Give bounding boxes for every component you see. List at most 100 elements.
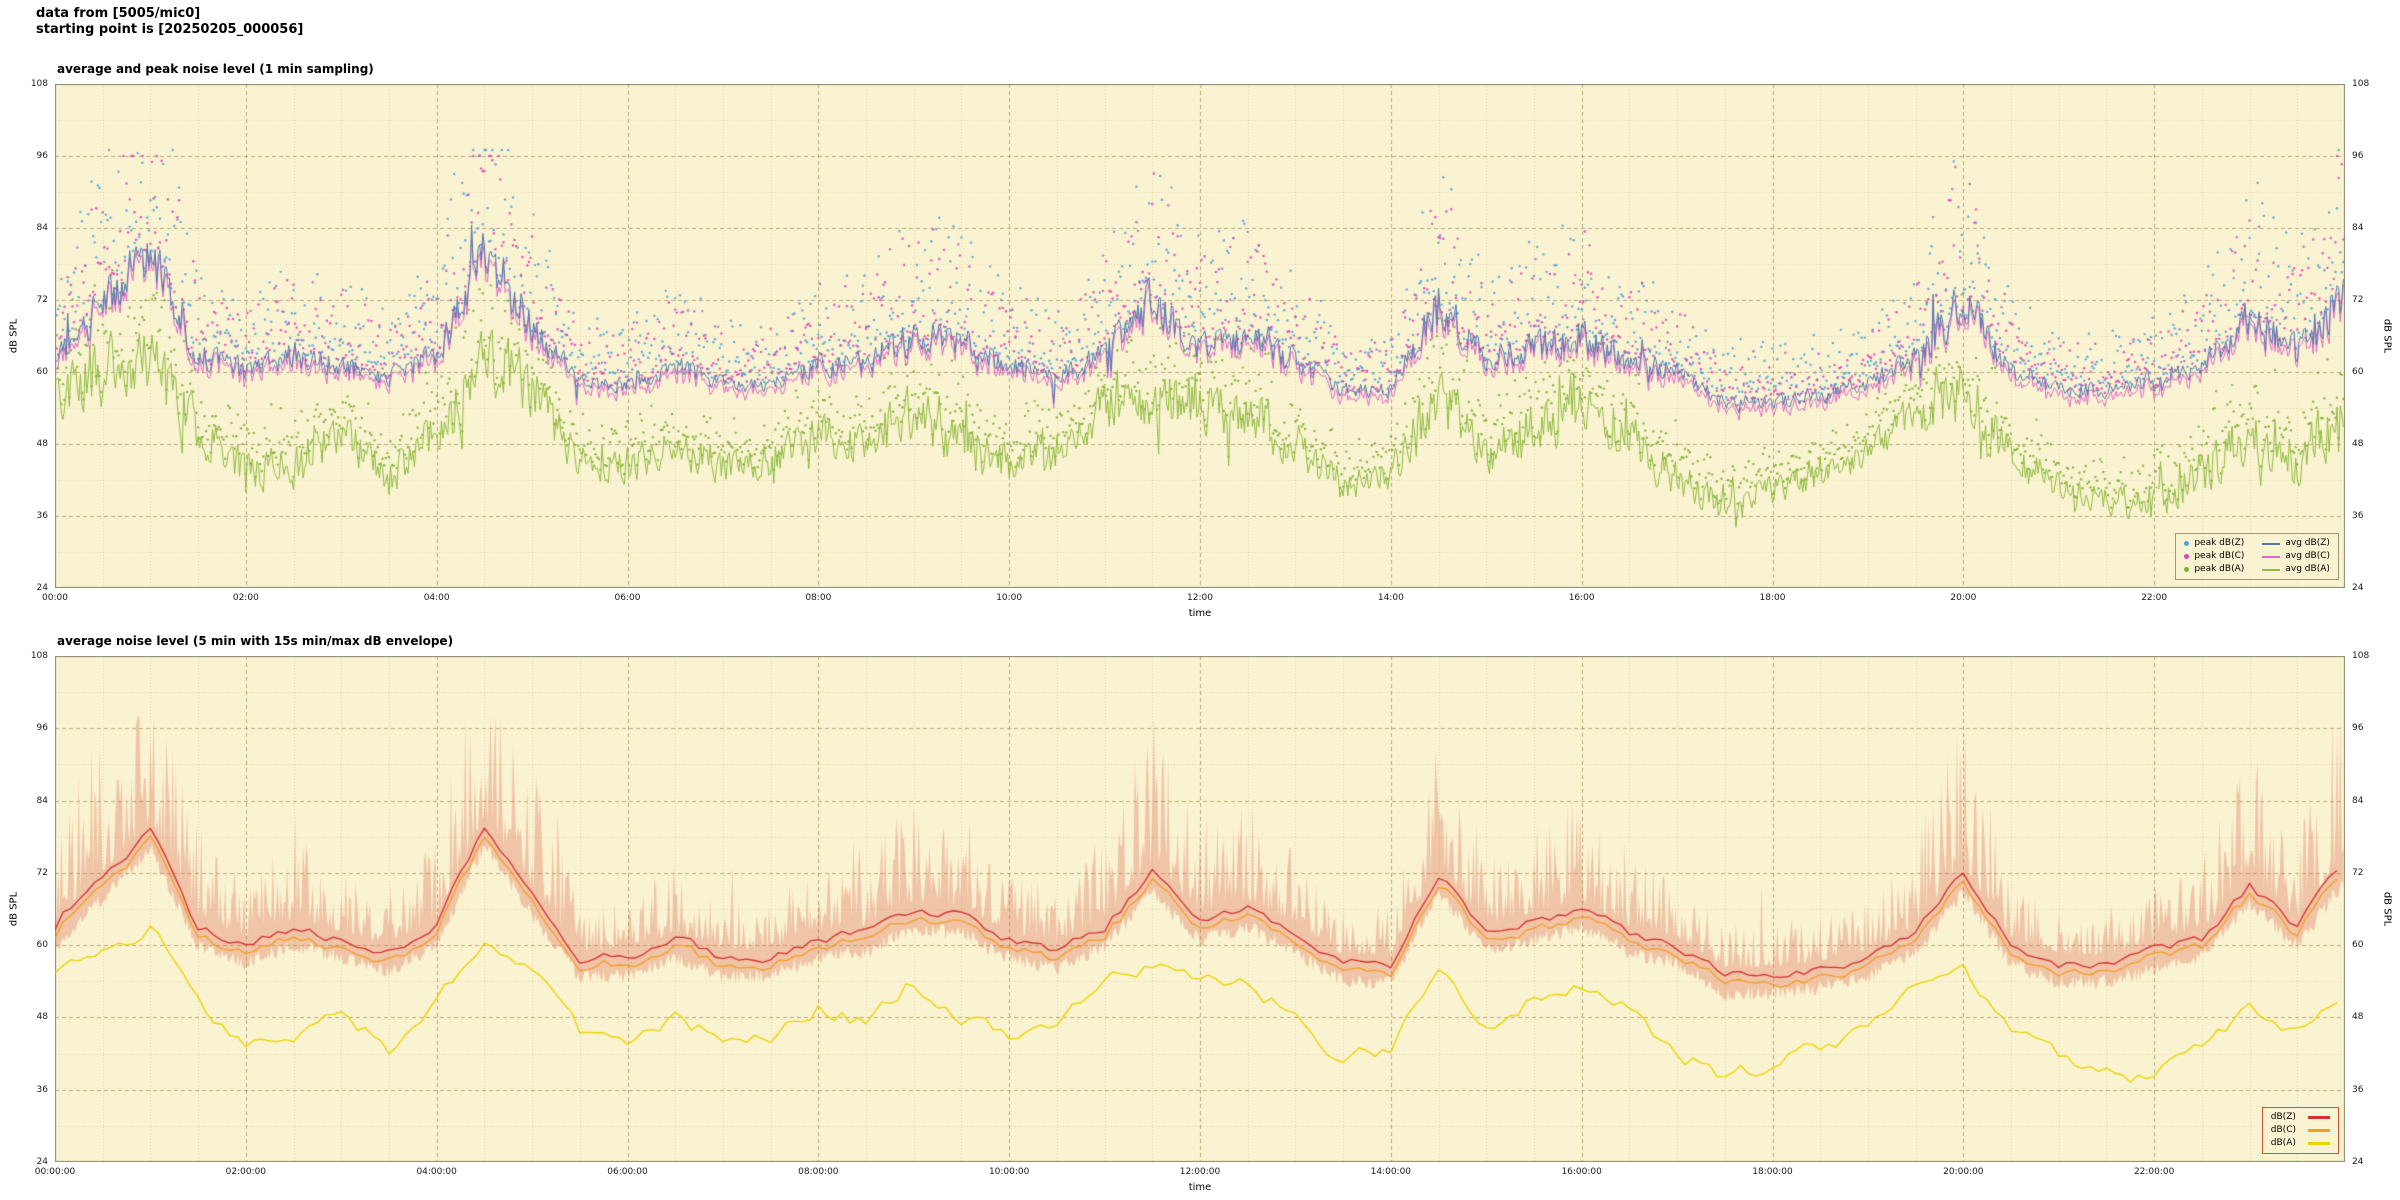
x-tick-label: 20:00 — [1950, 593, 1977, 603]
y-tick-label-right: 48 — [2352, 1012, 2364, 1023]
x-tick-label: 18:00 — [1759, 593, 1786, 603]
legend-item: peak dB(A) — [2184, 564, 2244, 575]
avg-noise-envelope-plot-canvas — [55, 656, 2345, 1162]
y-tick-label-right: 60 — [2352, 367, 2364, 377]
x-tick-label: 08:00 — [805, 593, 832, 603]
y-tick-label-left: 72 — [36, 867, 48, 878]
y-tick-label-right: 72 — [2352, 295, 2364, 305]
y-tick-label-right: 36 — [2352, 511, 2364, 521]
y-tick-label-right: 96 — [2352, 151, 2364, 161]
legend-item: peak dB(Z) — [2184, 538, 2244, 549]
y-tick-label-left: 96 — [36, 151, 48, 161]
x-tick-label: 20:00:00 — [1943, 1167, 1984, 1177]
y-tick-label-left: 60 — [36, 940, 48, 951]
legend-item: avg dB(Z) — [2262, 538, 2330, 549]
x-tick-label: 14:00 — [1377, 593, 1404, 603]
x-tick-label: 14:00:00 — [1370, 1167, 1412, 1177]
scatter-marker-icon — [2184, 541, 2190, 546]
y-tick-label-left: 36 — [36, 511, 48, 521]
y-tick-label-right: 24 — [2352, 1157, 2364, 1167]
x-tick-label: 08:00:00 — [798, 1167, 839, 1177]
x-tick-label: 02:00 — [232, 593, 259, 603]
legend-item: peak dB(C) — [2184, 551, 2244, 562]
x-tick-label: 02:00:00 — [225, 1167, 267, 1177]
legend: peak dB(Z) avg dB(Z) peak dB(C) avg dB(C) pe… — [2175, 533, 2339, 580]
figure-avg-noise-envelope: average noise level (5 min with 15s min/… — [0, 630, 2400, 1200]
x-tick-label: 16:00:00 — [1561, 1167, 1602, 1177]
y-tick-label-right: 108 — [2352, 79, 2370, 89]
legend-label: avg dB(Z) — [2285, 538, 2330, 548]
line-marker-icon — [2308, 1129, 2330, 1132]
legend-item: avg dB(C) — [2262, 551, 2330, 562]
x-tick-label: 04:00:00 — [416, 1167, 457, 1177]
x-tick-label: 06:00 — [614, 593, 641, 603]
y-tick-label-right: 72 — [2352, 867, 2364, 878]
legend-label: peak dB(C) — [2194, 551, 2245, 561]
chart-title: average noise level (5 min with 15s min/… — [57, 634, 454, 648]
x-tick-label: 12:00:00 — [1179, 1167, 1221, 1177]
y-tick-label-left: 48 — [36, 1012, 48, 1023]
y-tick-label-right: 24 — [2352, 583, 2364, 593]
y-tick-label-left: 84 — [36, 795, 48, 806]
x-tick-label: 22:00:00 — [2133, 1167, 2175, 1177]
x-tick-label: 12:00 — [1187, 593, 1213, 603]
legend-item: dB(A) — [2271, 1138, 2330, 1149]
y-tick-label-right: 84 — [2352, 223, 2364, 233]
y-tick-label-right: 60 — [2352, 940, 2364, 951]
x-tick-label: 10:00 — [996, 593, 1023, 603]
y-tick-label-right: 36 — [2352, 1084, 2364, 1095]
y-tick-label-right: 84 — [2352, 795, 2364, 806]
legend-label: avg dB(C) — [2285, 551, 2330, 561]
legend-label: dB(Z) — [2270, 1112, 2296, 1122]
line-marker-icon — [2262, 542, 2281, 545]
scatter-marker-icon — [2184, 554, 2190, 559]
y-tick-label-left: 84 — [36, 223, 48, 233]
x-tick-label: 16:00 — [1568, 593, 1595, 603]
avg-peak-noise-plot-canvas — [55, 84, 2345, 588]
legend-label: avg dB(A) — [2285, 564, 2330, 574]
header-data-source: data from [5005/mic0] — [36, 6, 201, 21]
legend: dB(Z) dB(C) dB(A) — [2261, 1107, 2339, 1154]
x-tick-label: 00:00:00 — [34, 1167, 76, 1177]
x-tick-label: 22:00 — [2141, 593, 2168, 603]
y-tick-label-left: 96 — [36, 723, 48, 734]
legend-label: dB(C) — [2270, 1125, 2296, 1135]
y-axis-label-left: dB SPL — [8, 318, 20, 354]
legend-label: dB(A) — [2270, 1138, 2296, 1148]
x-tick-label: 00:00 — [42, 593, 68, 603]
y-tick-label-right: 108 — [2352, 651, 2370, 661]
x-tick-label: 06:00:00 — [607, 1167, 648, 1177]
x-tick-label: 18:00:00 — [1752, 1167, 1793, 1177]
line-marker-icon — [2308, 1142, 2330, 1145]
x-tick-label: 10:00:00 — [988, 1167, 1030, 1177]
y-tick-label-left: 36 — [36, 1084, 48, 1095]
y-tick-label-left: 24 — [36, 1157, 48, 1167]
line-marker-icon — [2262, 568, 2281, 571]
y-tick-label-left: 60 — [36, 367, 48, 377]
legend-label: peak dB(Z) — [2194, 538, 2245, 548]
y-tick-label-left: 48 — [36, 439, 48, 449]
legend-item: avg dB(A) — [2262, 564, 2330, 575]
x-axis-label: time — [1188, 608, 1212, 619]
y-tick-label-left: 24 — [36, 583, 48, 593]
y-tick-label-left: 108 — [30, 651, 48, 661]
line-marker-icon — [2262, 555, 2281, 558]
header-start-point: starting point is [20250205_000056] — [36, 22, 304, 37]
y-tick-label-left: 72 — [36, 295, 48, 305]
figure-avg-peak-noise: average and peak noise level (1 min samp… — [0, 40, 2400, 625]
legend-label: peak dB(A) — [2194, 564, 2245, 574]
y-tick-label-right: 48 — [2352, 439, 2364, 449]
y-axis-label-right: dB SPL — [2381, 318, 2393, 354]
y-axis-label-right: dB SPL — [2381, 891, 2393, 927]
chart-title: average and peak noise level (1 min samp… — [57, 62, 374, 76]
legend-item: dB(Z) — [2271, 1112, 2330, 1123]
legend-item: dB(C) — [2271, 1125, 2330, 1136]
x-tick-label: 04:00 — [423, 593, 450, 603]
x-axis-label: time — [1188, 1182, 1212, 1193]
y-tick-label-right: 96 — [2352, 723, 2364, 734]
line-marker-icon — [2308, 1116, 2330, 1119]
y-axis-label-left: dB SPL — [8, 891, 20, 927]
scatter-marker-icon — [2184, 567, 2190, 572]
y-tick-label-left: 108 — [30, 79, 48, 89]
